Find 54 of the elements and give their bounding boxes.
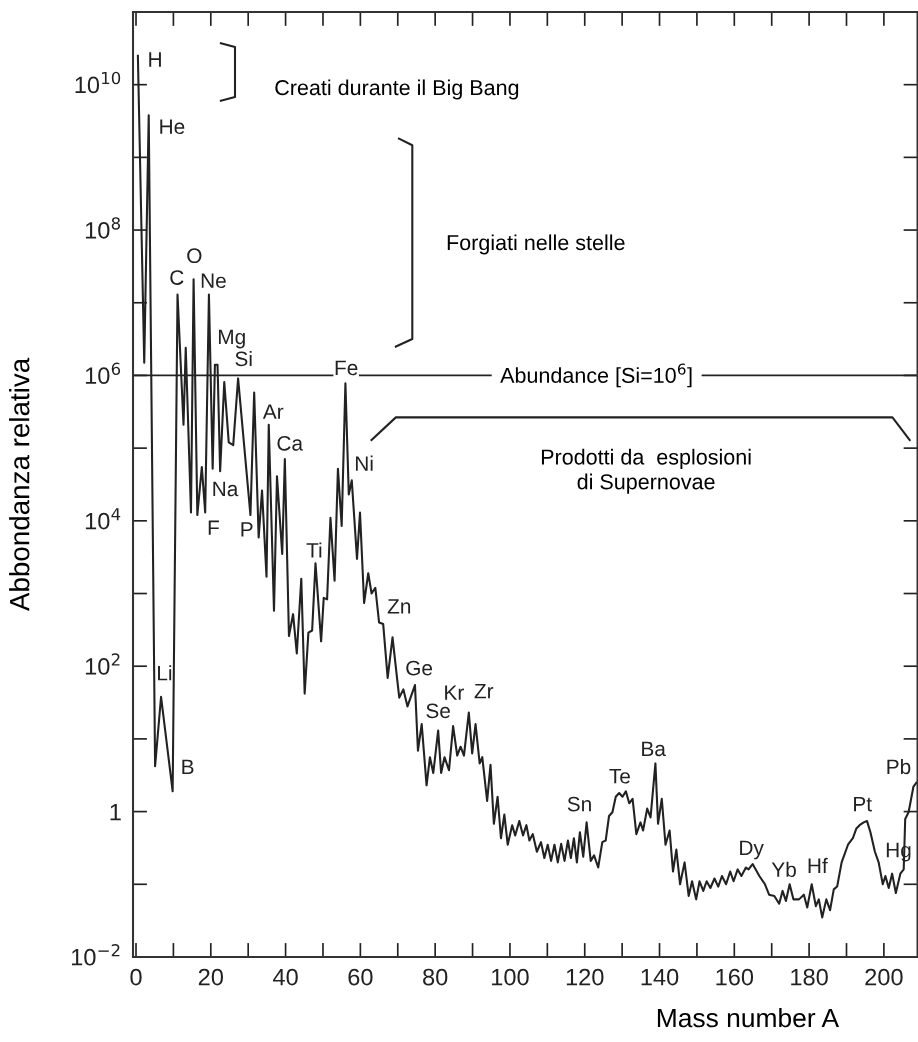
annotation: Te — [609, 769, 630, 784]
y-tick-label: 10$^{4}$ — [85, 508, 121, 530]
y-tick-label: 10$^{8}$ — [85, 217, 120, 239]
annotation: Abundance [Si=10$^{6}$] — [500, 363, 692, 388]
x-tick-label: 120 — [566, 968, 604, 986]
annotation: Na — [213, 481, 239, 497]
annotation: He — [160, 119, 185, 135]
y-tick-label: 10$^{2}$ — [85, 653, 120, 675]
annotation: Forgiati nelle stelle — [447, 234, 625, 255]
x-tick-label: 140 — [641, 968, 679, 986]
annotation: Pt — [854, 796, 872, 812]
x-tick-label: 0 — [130, 968, 142, 986]
x-axis-title: Mass number A — [657, 1007, 840, 1028]
annotation: Zn — [387, 599, 411, 614]
annotation: Ge — [406, 660, 433, 676]
y-tick-label: 10$^{−2}$ — [72, 944, 120, 966]
annotation: O — [187, 248, 202, 264]
annotation: Si — [235, 350, 252, 367]
annotation: H — [149, 52, 161, 67]
annotation: Yb — [771, 861, 796, 878]
x-tick-label: 40 — [273, 968, 298, 986]
annotation: Ar — [262, 404, 284, 419]
x-tick-label: 20 — [198, 968, 224, 986]
x-tick-label: 200 — [865, 968, 903, 986]
annotation: Dy — [740, 840, 764, 860]
annotation: Ti — [306, 542, 322, 558]
annotation: Sn — [567, 796, 591, 812]
annotation: Ca — [277, 435, 304, 451]
annotation: Li — [158, 665, 172, 681]
y-axis-title: Abbondanza relativa — [9, 357, 30, 612]
annotation: Ba — [642, 741, 666, 757]
annotation: Se — [426, 703, 450, 719]
y-tick-label: 10$^{10}$ — [75, 71, 121, 94]
annotation: Kr — [445, 685, 464, 700]
annotation: Hf — [808, 857, 828, 873]
x-tick-label: 60 — [348, 968, 373, 986]
annotation: Creati durante il Big Bang — [275, 79, 519, 100]
annotation: P — [241, 522, 253, 537]
x-tick-label: 160 — [716, 968, 754, 986]
x-tick-label: 80 — [423, 968, 448, 986]
annotation: Fe — [335, 360, 358, 376]
x-tick-label: 100 — [492, 968, 529, 986]
annotation: Mg — [218, 329, 245, 349]
annotation: Ne — [201, 273, 226, 289]
annotation: Ni — [355, 455, 373, 471]
annotation: C — [170, 270, 184, 285]
y-tick-label: 10$^{6}$ — [85, 362, 121, 385]
annotation: Pb — [887, 758, 911, 775]
x-tick-label: 180 — [791, 968, 828, 986]
annotation: B — [182, 759, 194, 775]
annotation: Zr — [474, 683, 494, 699]
annotation: F — [208, 520, 219, 535]
y-tick-label: 1 — [110, 803, 121, 821]
annotation: Prodotti da esplosioni di Supernovae — [541, 448, 751, 494]
